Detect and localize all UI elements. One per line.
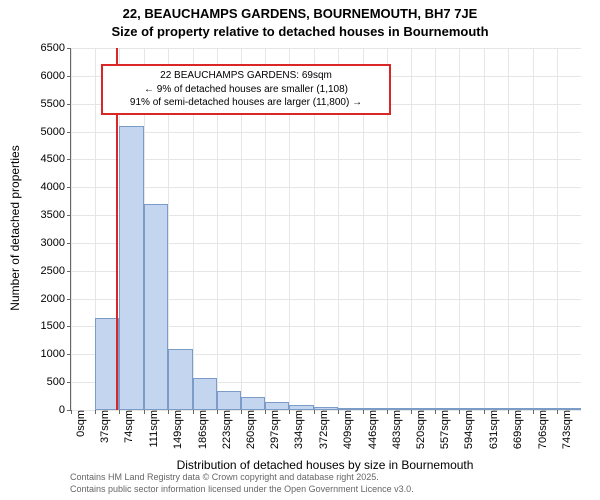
y-tick-label: 5000 xyxy=(41,126,71,138)
histogram-bar xyxy=(411,408,435,410)
x-tick-label: 409sqm xyxy=(338,410,354,449)
data-attribution: Contains HM Land Registry data © Crown c… xyxy=(70,472,414,495)
histogram-bar xyxy=(363,408,387,410)
histogram-bar xyxy=(557,408,581,410)
y-tick-label: 4000 xyxy=(41,181,71,193)
gridline-horizontal xyxy=(71,187,581,188)
y-tick-label: 4500 xyxy=(41,153,71,165)
chart-title-line1: 22, BEAUCHAMPS GARDENS, BOURNEMOUTH, BH7… xyxy=(0,6,600,21)
gridline-vertical xyxy=(71,48,72,410)
x-tick-label: 446sqm xyxy=(363,410,379,449)
x-tick-label: 0sqm xyxy=(71,410,87,437)
gridline-vertical xyxy=(508,48,509,410)
x-tick-label: 631sqm xyxy=(484,410,500,449)
gridline-vertical xyxy=(459,48,460,410)
x-axis-label: Distribution of detached houses by size … xyxy=(70,458,580,472)
histogram-bar xyxy=(484,408,508,410)
footer-line: Contains public sector information licen… xyxy=(70,484,414,496)
y-tick-label: 0 xyxy=(59,404,71,416)
y-tick-label: 6000 xyxy=(41,70,71,82)
histogram-bar xyxy=(533,408,557,410)
gridline-horizontal xyxy=(71,48,581,49)
annotation-line: 22 BEAUCHAMPS GARDENS: 69sqm xyxy=(106,69,386,83)
x-tick-label: 483sqm xyxy=(387,410,403,449)
histogram-bar xyxy=(241,397,265,410)
x-tick-label: 706sqm xyxy=(533,410,549,449)
gridline-horizontal xyxy=(71,132,581,133)
histogram-bar xyxy=(289,405,313,410)
x-tick-label: 223sqm xyxy=(217,410,233,449)
x-tick-label: 520sqm xyxy=(411,410,427,449)
x-tick-label: 743sqm xyxy=(557,410,573,449)
plot-area: 0500100015002000250030003500400045005000… xyxy=(70,48,581,411)
x-tick-label: 111sqm xyxy=(144,410,160,448)
x-tick-label: 669sqm xyxy=(508,410,524,449)
x-tick-label: 557sqm xyxy=(435,410,451,449)
property-size-histogram: 22, BEAUCHAMPS GARDENS, BOURNEMOUTH, BH7… xyxy=(0,0,600,500)
gridline-vertical xyxy=(557,48,558,410)
histogram-bar xyxy=(168,349,192,410)
histogram-bar xyxy=(314,407,338,410)
annotation-callout: 22 BEAUCHAMPS GARDENS: 69sqm← 9% of deta… xyxy=(101,64,391,115)
histogram-bar xyxy=(265,402,289,410)
y-tick-label: 2500 xyxy=(41,265,71,277)
y-tick-label: 500 xyxy=(47,376,71,388)
x-tick-label: 260sqm xyxy=(241,410,257,449)
histogram-bar xyxy=(508,408,532,410)
x-tick-label: 37sqm xyxy=(95,410,111,443)
histogram-bar xyxy=(217,391,241,410)
x-tick-label: 594sqm xyxy=(459,410,475,449)
x-tick-label: 74sqm xyxy=(119,410,135,443)
y-tick-label: 6500 xyxy=(41,42,71,54)
histogram-bar xyxy=(338,408,362,410)
y-tick-label: 1500 xyxy=(41,320,71,332)
footer-line: Contains HM Land Registry data © Crown c… xyxy=(70,472,414,484)
gridline-horizontal xyxy=(71,159,581,160)
y-tick-label: 3500 xyxy=(41,209,71,221)
histogram-bar xyxy=(193,378,217,410)
gridline-vertical xyxy=(533,48,534,410)
x-tick-label: 334sqm xyxy=(289,410,305,449)
gridline-vertical xyxy=(484,48,485,410)
y-axis-label: Number of detached properties xyxy=(8,118,22,338)
x-tick-label: 186sqm xyxy=(193,410,209,449)
y-tick-label: 5500 xyxy=(41,98,71,110)
y-tick-label: 3000 xyxy=(41,237,71,249)
x-tick-label: 372sqm xyxy=(314,410,330,449)
histogram-bar xyxy=(144,204,168,410)
y-tick-label: 2000 xyxy=(41,293,71,305)
x-tick-label: 297sqm xyxy=(265,410,281,449)
x-tick-label: 149sqm xyxy=(168,410,184,449)
histogram-bar xyxy=(435,408,459,410)
annotation-line: 91% of semi-detached houses are larger (… xyxy=(106,96,386,110)
gridline-vertical xyxy=(435,48,436,410)
histogram-bar xyxy=(387,408,411,410)
y-tick-label: 1000 xyxy=(41,348,71,360)
gridline-vertical xyxy=(411,48,412,410)
histogram-bar xyxy=(459,408,483,410)
histogram-bar xyxy=(119,126,143,410)
annotation-line: ← 9% of detached houses are smaller (1,1… xyxy=(106,83,386,97)
chart-title-line2: Size of property relative to detached ho… xyxy=(0,24,600,39)
